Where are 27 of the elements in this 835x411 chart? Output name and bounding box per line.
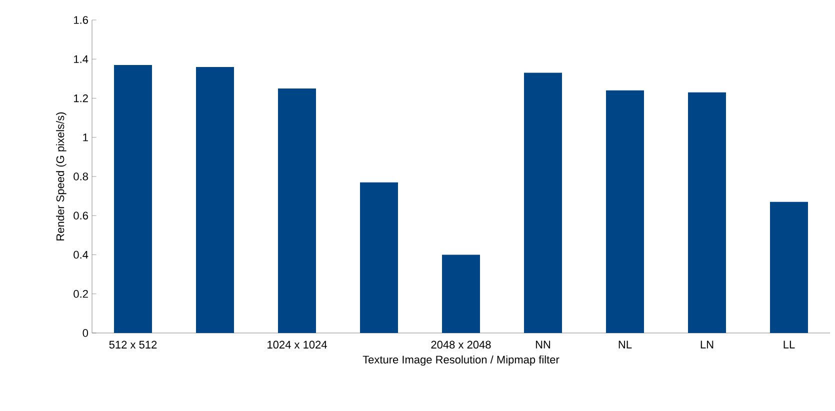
x-tick-label: NN bbox=[536, 340, 550, 348]
bar bbox=[524, 72, 562, 333]
y-tick-label: 1 bbox=[83, 134, 88, 142]
bar bbox=[114, 64, 152, 333]
y-tick-label: 0 bbox=[82, 329, 88, 337]
y-tick-label: 0.8 bbox=[74, 172, 88, 180]
y-tick-label: 0.6 bbox=[74, 212, 88, 220]
bar bbox=[606, 90, 644, 333]
y-tick-label: 1.2 bbox=[74, 94, 88, 102]
x-tick-label: 1024 x 1024 bbox=[268, 340, 327, 349]
bar bbox=[360, 182, 398, 333]
x-tick-label: 512 x 512 bbox=[109, 340, 157, 349]
x-tick-label: 2048 x 2048 bbox=[431, 340, 491, 349]
x-tick-label: LL bbox=[784, 340, 795, 348]
y-tick-label: 0.2 bbox=[74, 290, 88, 298]
x-tick-label: NL bbox=[618, 340, 632, 348]
y-tick-label: 1.4 bbox=[74, 55, 88, 63]
bar bbox=[196, 66, 234, 333]
bar bbox=[688, 92, 726, 333]
bar bbox=[278, 88, 316, 333]
x-axis-title: Texture Image Resolution / Mipmap filter bbox=[362, 355, 560, 366]
x-tick-label: LN bbox=[700, 340, 714, 348]
bar bbox=[770, 202, 808, 333]
y-axis-title: Render Speed (G pixels/s) bbox=[56, 112, 66, 240]
y-tick-label: 1.6 bbox=[74, 16, 88, 24]
bar bbox=[442, 254, 480, 333]
y-tick-label: 0.4 bbox=[74, 250, 88, 259]
